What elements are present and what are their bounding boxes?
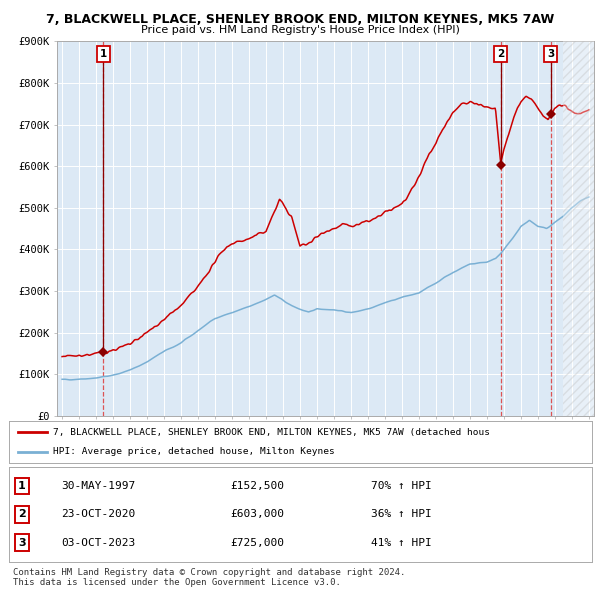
Text: 1: 1 (100, 49, 107, 59)
Text: 70% ↑ HPI: 70% ↑ HPI (371, 481, 431, 491)
Text: 3: 3 (18, 538, 26, 548)
Text: 7, BLACKWELL PLACE, SHENLEY BROOK END, MILTON KEYNES, MK5 7AW (detached hous: 7, BLACKWELL PLACE, SHENLEY BROOK END, M… (53, 428, 490, 437)
Text: 2: 2 (18, 510, 26, 519)
Text: 7, BLACKWELL PLACE, SHENLEY BROOK END, MILTON KEYNES, MK5 7AW: 7, BLACKWELL PLACE, SHENLEY BROOK END, M… (46, 13, 554, 26)
Text: £152,500: £152,500 (230, 481, 284, 491)
Text: 23-OCT-2020: 23-OCT-2020 (61, 510, 136, 519)
Text: 1: 1 (18, 481, 26, 491)
Text: 03-OCT-2023: 03-OCT-2023 (61, 538, 136, 548)
Text: £725,000: £725,000 (230, 538, 284, 548)
Text: 2: 2 (497, 49, 505, 59)
Text: 36% ↑ HPI: 36% ↑ HPI (371, 510, 431, 519)
Text: 30-MAY-1997: 30-MAY-1997 (61, 481, 136, 491)
Text: Contains HM Land Registry data © Crown copyright and database right 2024.
This d: Contains HM Land Registry data © Crown c… (13, 568, 406, 587)
Text: £603,000: £603,000 (230, 510, 284, 519)
Text: 3: 3 (547, 49, 554, 59)
Text: Price paid vs. HM Land Registry's House Price Index (HPI): Price paid vs. HM Land Registry's House … (140, 25, 460, 35)
Text: HPI: Average price, detached house, Milton Keynes: HPI: Average price, detached house, Milt… (53, 447, 334, 456)
Text: 41% ↑ HPI: 41% ↑ HPI (371, 538, 431, 548)
Bar (563, 41, 598, 416)
